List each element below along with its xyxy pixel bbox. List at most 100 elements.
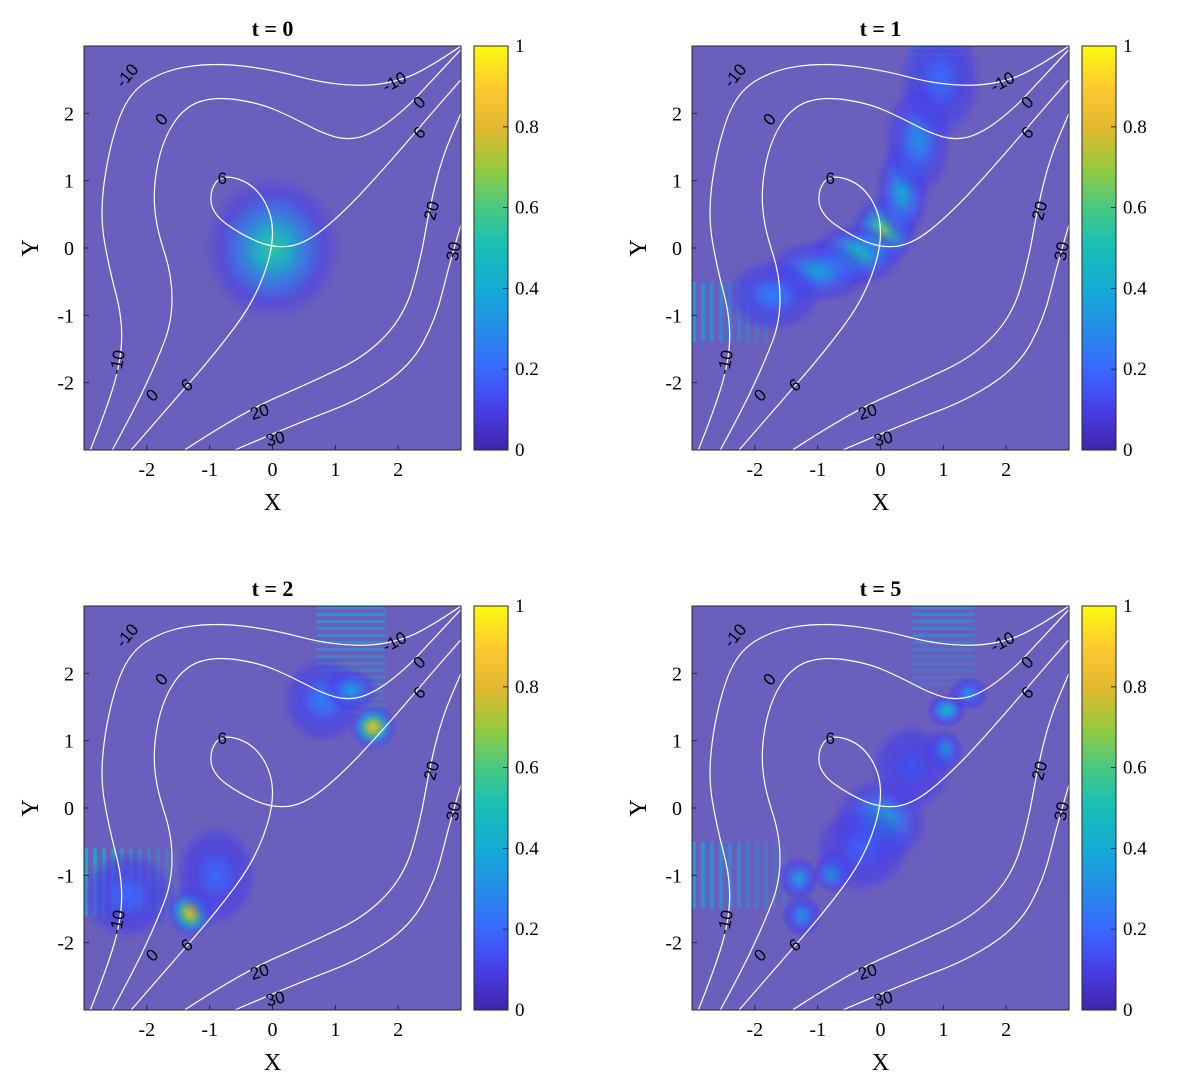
contour-line	[792, 673, 1069, 1010]
density-blob	[323, 667, 379, 713]
contour-label: 20	[1028, 759, 1051, 782]
colorbar-tick-label: 0.4	[1123, 278, 1147, 299]
x-tick-label: 0	[876, 1019, 886, 1041]
fringe-stripe	[316, 613, 386, 616]
x-axis-label: X	[264, 1050, 281, 1076]
colorbar-tick-label: 1	[1123, 596, 1133, 617]
colorbar-tick-label: 0	[1123, 1000, 1133, 1021]
fringe-stripe	[316, 634, 386, 637]
x-tick-label: 1	[330, 1019, 340, 1041]
contour-line	[130, 79, 461, 450]
panel-t0: t = 0 -10 -10 -10 0 0 0 6 6 6 20 20 30 30 -2 -1 0 1 2 2 1 0 -1…	[0, 0, 600, 543]
x-tick-label: 1	[330, 459, 340, 481]
fringe-stripe	[316, 627, 386, 630]
y-tick-label: 2	[672, 103, 682, 125]
fringe-stripe	[701, 841, 705, 909]
y-tick-label: -1	[57, 305, 74, 327]
colorbar-tick-label: 0	[515, 440, 525, 461]
x-tick-label: -1	[809, 1019, 826, 1041]
density-blob	[898, 46, 982, 139]
colorbar-tick-label: 1	[515, 596, 525, 617]
density-blob	[174, 823, 258, 928]
colorbar-tick-label: 0	[515, 1000, 525, 1021]
heatmap-field	[692, 606, 990, 938]
contour-line	[697, 46, 1069, 450]
contour-label: 30	[872, 987, 895, 1010]
x-tick-label: 2	[393, 459, 403, 481]
fringe-stripe	[692, 281, 696, 343]
contour-line	[842, 224, 1069, 450]
x-tick-label: -2	[138, 1019, 155, 1041]
colorbar-tick-label: 0.2	[515, 359, 539, 380]
density-blob	[870, 723, 954, 813]
contour-label: 20	[856, 400, 880, 424]
contour-label: 20	[420, 199, 443, 222]
y-tick-label: 0	[672, 798, 682, 820]
contour-line	[792, 113, 1069, 450]
x-tick-label: 2	[1001, 1019, 1011, 1041]
chart-title: t = 2	[252, 576, 294, 601]
contour-label: 30	[1051, 240, 1073, 262]
x-tick-label: 0	[876, 459, 886, 481]
y-tick-label: 1	[64, 731, 74, 753]
contour-label: 20	[1028, 199, 1051, 222]
fringe-stripe	[911, 655, 975, 658]
contour-label: 30	[443, 240, 465, 262]
fringe-stripe	[719, 841, 723, 909]
x-axis-label: X	[872, 490, 889, 516]
panel-t5: t = 5 -10 -10 -10 0 0 0 6 6 6 20 20 30 30 -2 -1 0 1 2 2 1 0 -1…	[608, 560, 1200, 1086]
chart-title: t = 0	[252, 16, 294, 41]
contour-label: 20	[248, 400, 272, 424]
colorbar-tick-label: 0.8	[1123, 677, 1147, 698]
fringe-stripe	[316, 620, 386, 623]
y-axis-label: Y	[626, 799, 652, 816]
x-tick-label: 1	[938, 1019, 948, 1041]
y-axis-label: Y	[626, 239, 652, 256]
colorbar-tick-label: 0.6	[515, 758, 539, 779]
y-tick-label: -2	[665, 933, 682, 955]
x-tick-label: 0	[268, 459, 278, 481]
density-blob	[778, 856, 820, 901]
fringe-stripe	[911, 613, 975, 616]
x-tick-label: -2	[138, 459, 155, 481]
fringe-stripe	[911, 634, 975, 637]
x-axis-label: X	[872, 1050, 889, 1076]
density-blob	[203, 173, 342, 323]
colorbar	[473, 605, 509, 1011]
y-tick-label: 0	[64, 798, 74, 820]
panel-t2: t = 2 -10 -10 -10 0 0 0 6 6 6 20 20 30 30 -2 -1 0 1 2 2 1 0 -1…	[0, 560, 600, 1086]
contour-line	[697, 606, 1069, 1010]
contour-label: 30	[264, 987, 287, 1010]
fringe-stripe	[911, 669, 975, 672]
colorbar-tick-label: 0.6	[1123, 758, 1147, 779]
x-tick-label: 0	[268, 1019, 278, 1041]
contour-line	[111, 48, 461, 450]
fringe-stripe	[764, 841, 768, 909]
x-tick-label: -2	[746, 459, 763, 481]
colorbar	[1081, 605, 1117, 1011]
contour-label: 20	[248, 960, 272, 984]
y-tick-label: 1	[672, 171, 682, 193]
x-tick-label: 2	[1001, 459, 1011, 481]
colorbar-tick-label: 0.6	[515, 198, 539, 219]
y-axis-label: Y	[18, 799, 44, 816]
contour-label: 30	[872, 427, 895, 450]
contour-line	[234, 784, 461, 1010]
contour-label: 6	[217, 729, 226, 748]
colorbar-tick-label: 0.2	[515, 919, 539, 940]
contour-line	[130, 639, 461, 1010]
fringe-stripe	[710, 841, 714, 909]
x-tick-label: -1	[201, 1019, 218, 1041]
fringe-stripe	[911, 662, 975, 665]
fringe-pattern	[911, 606, 975, 686]
y-tick-label: 1	[672, 731, 682, 753]
contour-line	[719, 608, 1069, 1010]
y-tick-label: 2	[64, 103, 74, 125]
contour-label: 6	[825, 169, 834, 188]
fringe-stripe	[316, 655, 386, 658]
heatmap-field	[84, 606, 398, 940]
